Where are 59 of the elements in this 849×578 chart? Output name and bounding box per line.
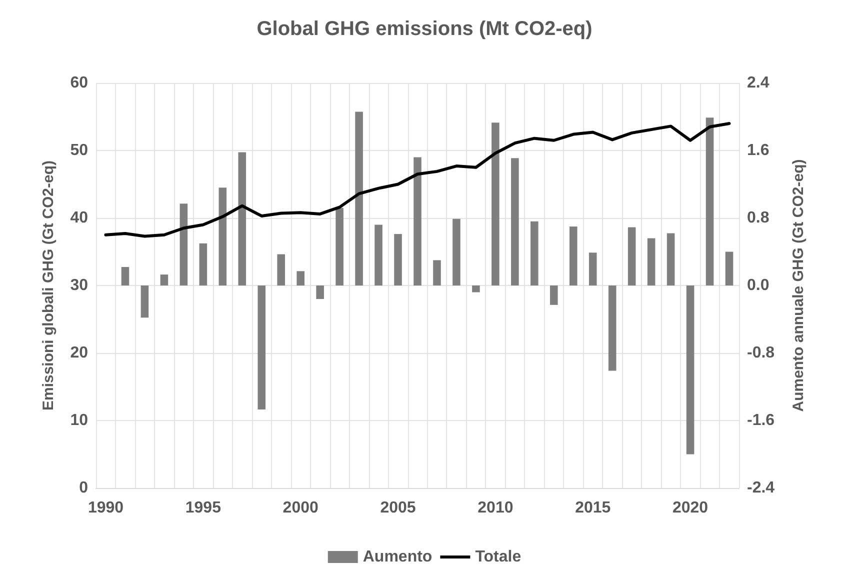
bar — [258, 286, 266, 410]
bar — [394, 234, 402, 286]
bar — [218, 188, 227, 286]
bar — [706, 118, 714, 286]
y-tick-label: 30 — [70, 277, 88, 294]
bar — [511, 158, 519, 286]
bar — [608, 286, 616, 371]
bar — [628, 227, 636, 286]
bar — [452, 218, 460, 286]
x-tick-label: 2015 — [575, 500, 611, 516]
bar — [686, 286, 694, 454]
bar — [530, 221, 538, 286]
bar — [238, 152, 246, 286]
bar — [492, 122, 500, 286]
y-tick-label: 40 — [70, 210, 88, 226]
bar — [355, 112, 363, 286]
x-tick-label: 2010 — [478, 500, 514, 516]
y-tick-label: 20 — [70, 344, 88, 362]
bar — [588, 252, 597, 286]
bar — [725, 252, 734, 286]
y-tick-label: 60 — [70, 74, 88, 92]
chart-title: Global GHG emissions (Mt CO2-eq) — [256, 18, 592, 40]
x-tick-label: 2020 — [672, 500, 708, 516]
bar — [336, 208, 344, 286]
bar — [121, 266, 130, 286]
y2-tick-label: -0.8 — [747, 344, 775, 362]
y-tick-label: 0 — [79, 480, 88, 496]
line-series — [104, 122, 731, 238]
bar — [199, 243, 208, 286]
y2-tick-label: 0.0 — [747, 277, 770, 294]
bar — [472, 286, 480, 292]
bar — [180, 204, 188, 286]
y-axis-title: Emissioni globali GHG (Gt CO2-eq) — [40, 160, 57, 411]
bar — [433, 260, 441, 286]
y-tick-label: 10 — [70, 412, 88, 429]
y2-tick-label: 0.8 — [747, 210, 770, 226]
y2-tick-label: 1.6 — [747, 142, 770, 159]
bar — [374, 224, 382, 286]
y2-axis-title: Aumento annuale GHG (Gt CO2-eq) — [790, 159, 807, 412]
legend-label: Aumento — [362, 548, 432, 566]
bar — [160, 274, 168, 286]
x-tick-label: 2000 — [282, 500, 318, 516]
bar — [666, 233, 675, 286]
x-tick-label: 1995 — [185, 500, 222, 516]
x-tick-label: 1990 — [88, 500, 124, 516]
y2-tick-label: -1.6 — [747, 412, 775, 429]
bar — [277, 254, 286, 286]
bar — [296, 271, 304, 286]
y-tick-label: 50 — [70, 142, 88, 159]
bar — [550, 286, 558, 305]
bar — [414, 157, 422, 286]
bar — [569, 226, 578, 286]
bar — [316, 286, 324, 299]
bar — [140, 286, 149, 318]
y2-tick-label: -2.4 — [747, 480, 775, 496]
legend-label: Totale — [475, 548, 522, 566]
y2-tick-label: 2.4 — [747, 74, 770, 92]
x-tick-label: 2005 — [380, 500, 416, 516]
bar — [647, 238, 656, 286]
